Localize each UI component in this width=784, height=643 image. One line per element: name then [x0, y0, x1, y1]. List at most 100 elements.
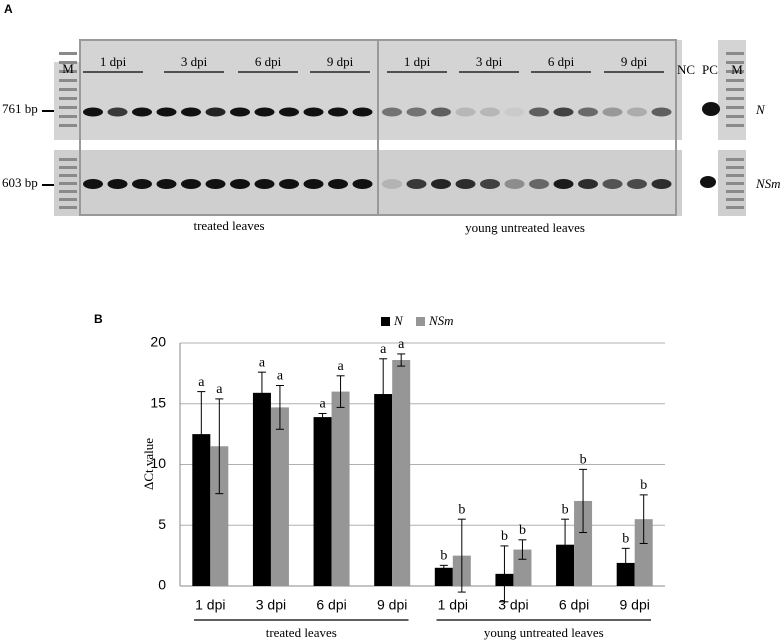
y-tick-label: 0	[158, 577, 166, 593]
ladder-band	[59, 166, 77, 169]
group-label: young untreated leaves	[484, 625, 604, 640]
ladder-band	[59, 106, 77, 109]
band	[406, 179, 427, 189]
lane-label: 6 dpi	[255, 54, 282, 69]
x-tick-label: 1 dpi	[438, 597, 468, 613]
ladder-band	[59, 198, 77, 201]
error-bar	[257, 371, 266, 414]
ladder-band	[726, 198, 744, 201]
band	[651, 107, 672, 117]
bar	[374, 394, 393, 586]
error-bar	[215, 398, 224, 495]
ladder-band	[726, 88, 744, 91]
band	[352, 107, 373, 117]
ladder-band	[726, 158, 744, 161]
legend-label: N	[393, 313, 404, 328]
legend-swatch	[381, 317, 390, 326]
ladder-band	[59, 182, 77, 185]
bar	[634, 519, 653, 586]
significance-letter: a	[277, 369, 284, 384]
band	[156, 107, 177, 117]
significance-letter: a	[259, 355, 266, 370]
ladder-band	[59, 70, 77, 73]
band	[328, 179, 348, 189]
error-bar	[397, 353, 406, 367]
size-label: 761 bp	[2, 101, 38, 116]
band	[480, 179, 500, 189]
lane-label: 3 dpi	[476, 54, 503, 69]
bar	[574, 500, 593, 586]
y-tick-label: 15	[150, 394, 166, 410]
legend-swatch	[416, 317, 425, 326]
band	[700, 176, 716, 188]
significance-letter: a	[398, 337, 405, 352]
error-bar	[318, 412, 327, 422]
band	[627, 179, 647, 189]
band	[578, 107, 598, 117]
band	[602, 107, 623, 117]
ladder-band	[726, 115, 744, 118]
ladder-band	[726, 206, 744, 209]
band	[328, 107, 348, 117]
ladder-band	[59, 79, 77, 82]
significance-letter: b	[519, 523, 526, 538]
band	[181, 179, 201, 189]
ladder-band	[59, 158, 77, 161]
band	[529, 107, 549, 117]
x-tick-label: 6 dpi	[316, 597, 346, 613]
gene-label: NSm	[755, 176, 781, 191]
band	[181, 107, 201, 117]
significance-letter: b	[580, 453, 587, 468]
nc-label: NC	[677, 62, 695, 77]
panel-label: A	[4, 2, 13, 16]
band	[303, 107, 324, 117]
band	[83, 179, 103, 189]
band	[578, 179, 598, 189]
ladder-band	[59, 190, 77, 193]
error-bar	[500, 545, 509, 603]
band	[205, 107, 226, 117]
error-bar	[561, 518, 570, 571]
ladder-band	[59, 124, 77, 127]
band	[602, 179, 623, 189]
error-bar	[197, 391, 206, 478]
ladder-band	[726, 79, 744, 82]
significance-letter: b	[622, 532, 629, 547]
band	[504, 179, 525, 189]
error-bar	[275, 385, 284, 430]
error-bar	[639, 494, 648, 544]
error-bar	[379, 358, 388, 430]
band	[480, 107, 500, 117]
band	[303, 179, 324, 189]
error-bar	[336, 375, 345, 408]
significance-letter: b	[562, 502, 569, 517]
x-tick-label: 3 dpi	[498, 597, 528, 613]
band	[651, 179, 672, 189]
band	[254, 179, 275, 189]
band	[107, 107, 128, 117]
band	[382, 179, 402, 189]
group-label: treated leaves	[193, 218, 264, 233]
ladder-band	[59, 206, 77, 209]
error-bar	[621, 547, 630, 578]
pc-label: PC	[702, 62, 718, 77]
band	[504, 107, 525, 117]
lane-label: 1 dpi	[100, 54, 127, 69]
y-tick-label: 5	[158, 516, 166, 532]
gel-bands	[59, 52, 744, 209]
gel-gap	[54, 40, 80, 62]
band	[455, 179, 476, 189]
band	[83, 107, 103, 117]
ladder-band	[726, 182, 744, 185]
group-label: young untreated leaves	[465, 220, 585, 235]
ladder-band	[726, 97, 744, 100]
bar	[434, 567, 453, 586]
ladder-band	[59, 52, 77, 55]
bar	[331, 391, 350, 586]
error-bar	[579, 468, 588, 534]
significance-letter: a	[198, 375, 205, 390]
significance-letter: a	[380, 342, 387, 357]
band	[132, 179, 152, 189]
ladder-band	[726, 190, 744, 193]
